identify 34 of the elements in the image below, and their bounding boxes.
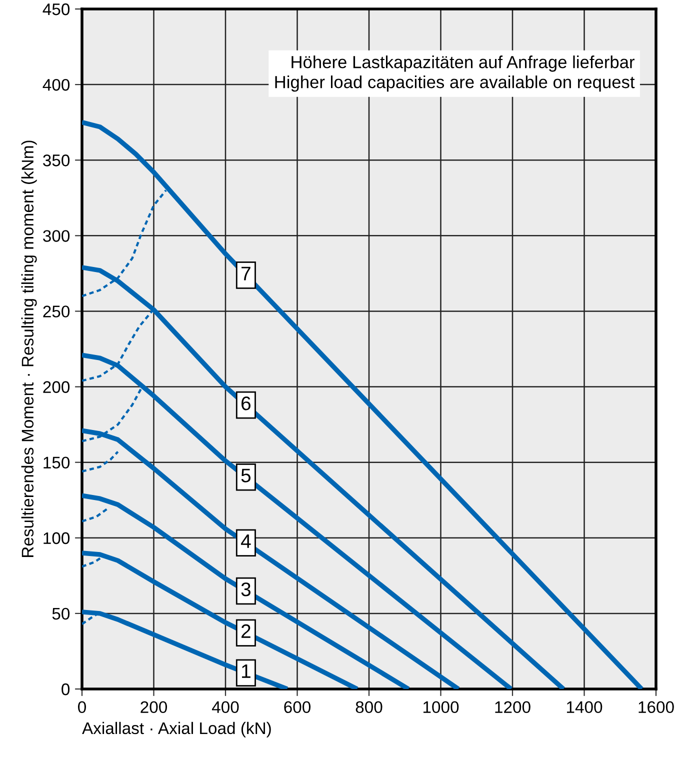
series-label: 2 [242,624,250,638]
x-tick-label: 1200 [495,701,530,714]
x-tick-label: 0 [78,701,86,714]
y-tick-label: 400 [42,78,70,91]
x-tick-label: 1600 [638,701,674,714]
y-tick-label: 100 [44,532,70,544]
y-tick-label: 200 [43,381,70,393]
x-tick-label: 1000 [423,701,459,714]
x-tick-label: 1400 [566,701,602,714]
x-tick-label: 200 [140,701,168,714]
line-series [82,493,411,689]
series-label: 5 [241,468,251,482]
x-tick-label: 800 [356,701,382,714]
y-tick-label: 450 [42,3,70,16]
line-series [82,550,360,689]
y-tick-label: 350 [43,154,70,166]
annotation: Höhere Lastkapazitäten auf Anfrage lieferbar Higher load capacities are available on request [275,56,635,92]
x-axis-title: Axiallast · Axial Load (kN) [82,722,271,738]
x-tick-label: 400 [212,701,239,714]
y-tick-label: 300 [43,230,70,242]
y-tick-label: 150 [44,456,70,469]
y-tick-label: 0 [62,683,70,696]
series-label: 3 [241,582,250,596]
series-label: 1 [242,664,250,678]
x-tick-label: 600 [284,701,311,714]
y-axis-title: Resultierendes Moment · Resulting tilting moment (kNm) [21,140,37,557]
series-label: 4 [240,534,251,548]
line-series [82,450,119,473]
line-series [82,610,290,689]
line-series [82,120,644,689]
series-label: 6 [242,396,250,410]
series-label: 7 [242,266,250,280]
y-tick-label: 50 [52,608,70,620]
y-tick-label: 250 [43,306,70,318]
